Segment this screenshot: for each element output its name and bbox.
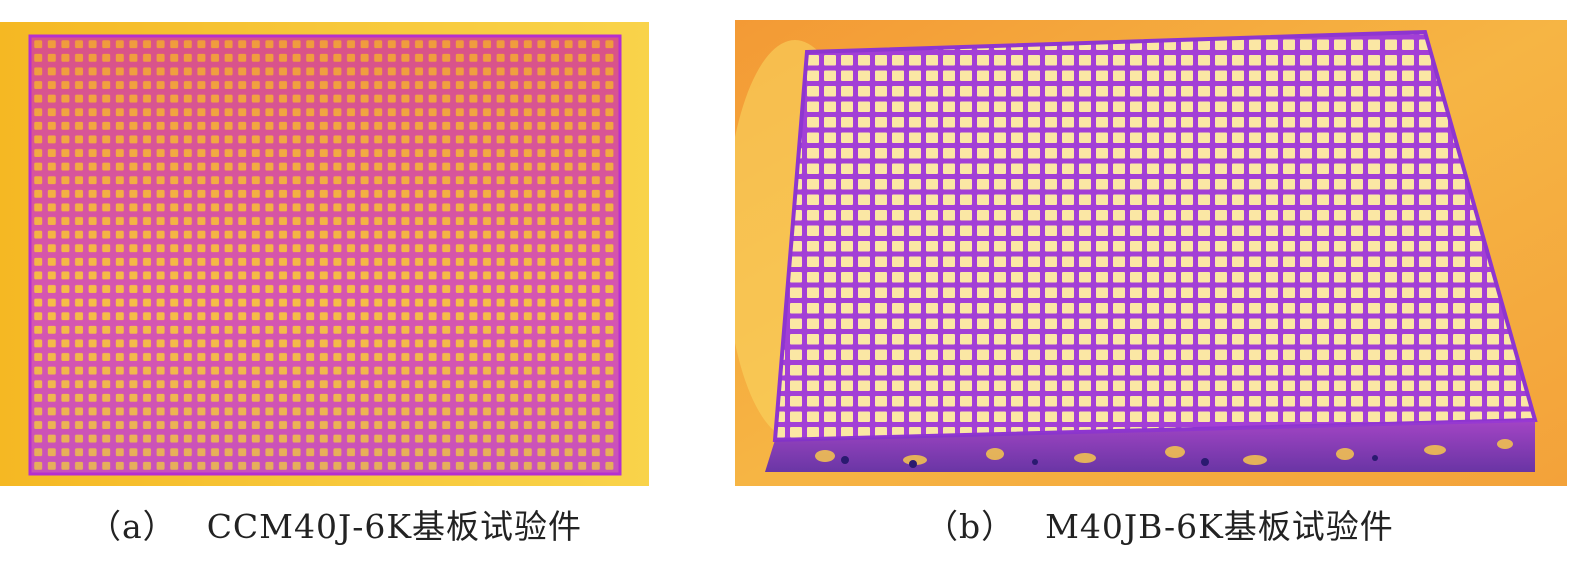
figure-title-a: CCM40J-6K基板试验件 <box>206 507 582 546</box>
thermal-image-b <box>735 20 1567 486</box>
thermal-image-a-svg <box>0 22 649 486</box>
figure-panel-b: （b） M40JB-6K基板试验件 <box>735 0 1595 572</box>
thermal-image-a <box>0 22 649 486</box>
thermal-image-b-svg <box>735 20 1567 486</box>
figure-title-b: M40JB-6K基板试验件 <box>1045 507 1394 546</box>
figure-panel-a: （a） CCM40J-6K基板试验件 <box>0 0 660 572</box>
figure-caption-b: （b） M40JB-6K基板试验件 <box>925 500 1394 548</box>
figure-label-a: （a） <box>88 507 177 546</box>
figure-caption-a: （a） CCM40J-6K基板试验件 <box>88 500 582 548</box>
figure-label-b: （b） <box>925 507 1016 546</box>
